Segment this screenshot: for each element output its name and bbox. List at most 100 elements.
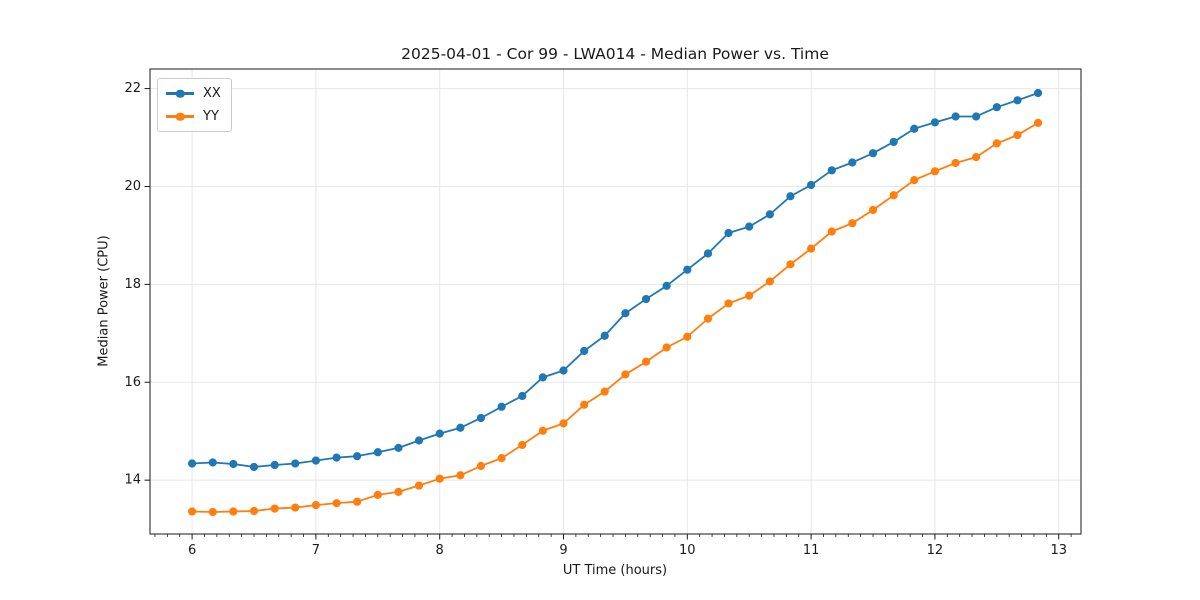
y-tick-label: 22 [124, 81, 141, 96]
data-point-yy [249, 506, 259, 516]
data-point-xx [951, 112, 960, 121]
data-point-xx [373, 448, 382, 457]
data-point-xx [1033, 88, 1043, 98]
data-point-yy [518, 440, 527, 450]
data-point-xx [910, 124, 919, 133]
data-point-xx [930, 118, 940, 127]
data-point-xx [600, 331, 609, 340]
data-point-xx [868, 149, 878, 158]
data-point-xx [229, 459, 238, 469]
data-point-yy [559, 419, 568, 428]
legend-marker-yy [175, 112, 185, 121]
data-point-xx [683, 265, 692, 274]
legend-label-xx: XX [203, 86, 221, 101]
data-point-yy [848, 219, 857, 228]
data-point-xx [972, 112, 981, 121]
plot-border [149, 68, 1082, 535]
data-point-yy [332, 499, 341, 508]
data-point-xx [724, 228, 733, 238]
data-point-xx [580, 346, 589, 356]
legend-marker-xx [175, 89, 185, 98]
legend-label-yy: YY [203, 109, 219, 124]
data-point-yy [972, 153, 981, 162]
data-point-xx [332, 453, 341, 462]
data-point-yy [641, 357, 651, 366]
data-point-xx [559, 366, 568, 375]
data-point-xx [456, 423, 465, 432]
data-point-yy [662, 343, 671, 352]
data-point-xx [641, 294, 651, 304]
y-tick-label: 16 [124, 375, 141, 390]
data-point-xx [538, 373, 547, 382]
data-point-yy [889, 191, 898, 200]
data-point-yy [951, 158, 960, 168]
data-point-yy [291, 503, 300, 512]
x-tick-label: 11 [803, 543, 820, 558]
legend-item-xx: XX [166, 85, 221, 102]
data-point-xx [497, 402, 506, 411]
data-point-yy [992, 139, 1001, 148]
y-tick-label: 18 [124, 277, 141, 292]
data-point-xx [703, 249, 713, 258]
data-point-yy [724, 299, 733, 308]
data-point-yy [621, 370, 630, 379]
data-point-xx [992, 103, 1001, 112]
data-point-yy [414, 481, 424, 490]
data-point-xx [291, 459, 300, 468]
data-point-yy [373, 490, 382, 499]
y-tick-label: 20 [124, 179, 141, 194]
data-point-xx [745, 222, 754, 231]
data-point-yy [600, 387, 609, 396]
x-tick-label: 7 [312, 543, 320, 558]
data-point-yy [208, 507, 217, 517]
data-point-xx [208, 458, 217, 467]
x-tick-label: 13 [1050, 543, 1067, 558]
data-point-yy [930, 167, 940, 176]
legend-line-sample-xx [166, 89, 194, 98]
legend: XX YY [157, 78, 232, 132]
data-point-xx [807, 180, 816, 190]
data-point-xx [889, 137, 898, 147]
data-point-yy [580, 400, 589, 409]
data-point-yy [394, 487, 403, 497]
data-point-xx [476, 413, 486, 423]
x-axis-label: UT Time (hours) [562, 563, 668, 578]
data-point-xx [353, 452, 362, 461]
data-point-yy [786, 260, 795, 269]
data-point-yy [538, 426, 547, 435]
data-point-yy [1033, 118, 1043, 127]
y-tick-label: 14 [124, 473, 141, 488]
chart-title: 2025-04-01 - Cor 99 - LWA014 - Median Po… [401, 45, 829, 63]
x-tick-label: 6 [188, 543, 196, 558]
legend-line-sample-yy [166, 112, 194, 121]
data-point-yy [187, 507, 197, 516]
data-point-xx [435, 429, 444, 438]
data-point-xx [1013, 96, 1022, 105]
data-point-yy [435, 474, 444, 483]
x-tick-label: 8 [436, 543, 444, 558]
data-point-xx [394, 443, 403, 452]
x-tick-label: 9 [559, 543, 567, 558]
data-point-xx [662, 281, 671, 290]
data-point-yy [765, 277, 774, 286]
data-point-xx [827, 166, 836, 175]
data-point-xx [249, 462, 259, 472]
data-point-yy [910, 176, 919, 185]
data-point-xx [621, 309, 630, 318]
data-point-xx [765, 210, 774, 219]
data-point-yy [868, 205, 878, 215]
data-point-yy [683, 332, 692, 341]
data-point-yy [497, 454, 506, 463]
data-point-yy [229, 507, 238, 516]
series-line-xx [192, 92, 1039, 468]
data-point-xx [311, 456, 320, 465]
data-point-yy [807, 244, 816, 253]
data-point-yy [476, 461, 486, 471]
data-point-yy [353, 497, 362, 506]
legend-item-yy: YY [166, 108, 221, 125]
data-point-yy [745, 291, 754, 300]
data-point-xx [187, 459, 197, 468]
data-point-xx [848, 158, 857, 167]
data-point-yy [270, 504, 279, 513]
